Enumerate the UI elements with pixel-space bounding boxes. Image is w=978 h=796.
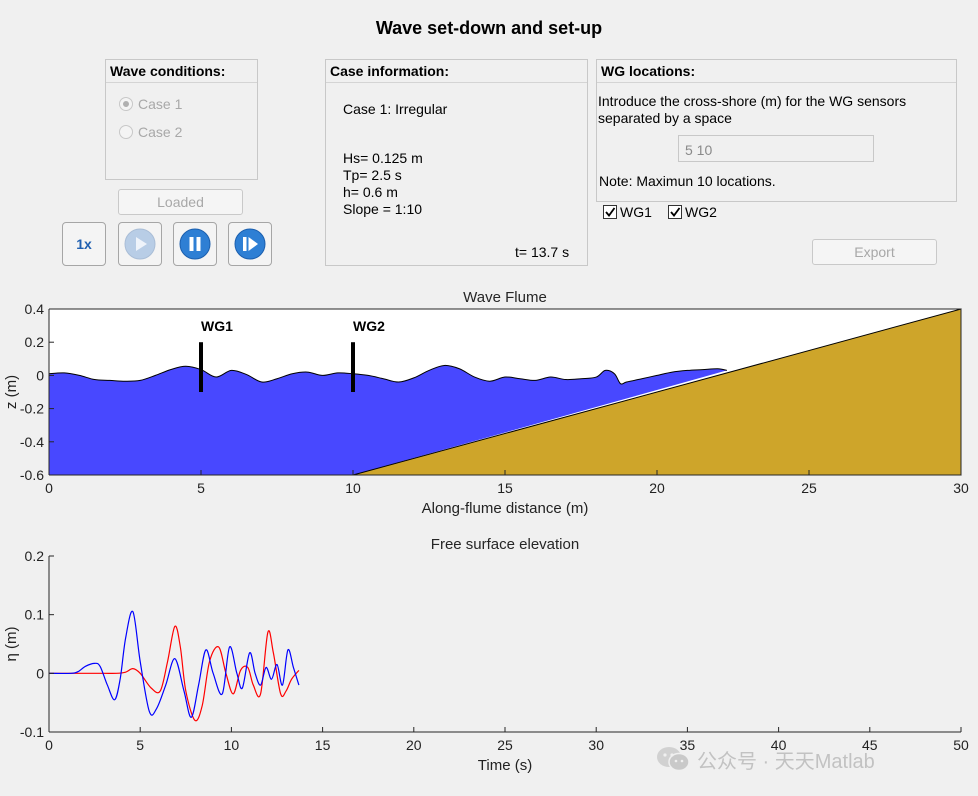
app-title: Wave set-down and set-up (375, 18, 603, 38)
check-icon (603, 205, 617, 219)
series-line-wg2 (48, 625, 300, 722)
x-tick-label: 20 (649, 480, 665, 496)
x-tick-label: 15 (315, 737, 331, 753)
y-tick-label: 0.2 (25, 548, 45, 564)
wechat-icon (657, 747, 690, 772)
speed-button[interactable]: 1x (62, 222, 106, 266)
wg-locations-input[interactable]: 5 10 (678, 135, 874, 162)
case-2-label: Case 2 (138, 124, 183, 140)
wg1-checkbox-label: WG1 (620, 204, 652, 220)
water-surface-line (48, 364, 728, 385)
radio-selected-icon (119, 97, 133, 111)
x-tick-label: 20 (406, 737, 422, 753)
hs-value: Hs= 0.125 m (343, 150, 423, 166)
play-button[interactable] (118, 222, 162, 266)
watermark: 公众号 · 天天Matlab (655, 744, 875, 774)
slope-value: Slope = 1:10 (343, 201, 423, 217)
depth-value: h= 0.6 m (343, 184, 398, 200)
y-axis-label: z (m) (3, 375, 20, 409)
x-tick-label: 50 (953, 737, 969, 753)
pause-button[interactable] (173, 222, 217, 266)
wave-conditions-title: Wave conditions: (106, 60, 257, 83)
x-tick-label: 40 (771, 737, 787, 753)
wg2-checkbox-label: WG2 (685, 204, 717, 220)
x-tick-label: 0 (45, 737, 53, 753)
y-tick-label: -0.1 (20, 724, 44, 740)
wg-instruction: Introduce the cross-shore (m) for the WG… (598, 93, 907, 126)
x-tick-label: 35 (680, 737, 696, 753)
wg1-checkbox[interactable]: WG1 (603, 204, 652, 220)
x-tick-label: 30 (953, 480, 969, 496)
x-axis-label: Along-flume distance (m) (422, 500, 589, 517)
y-tick-label: 0 (36, 665, 44, 681)
y-tick-label: -0.2 (20, 401, 44, 417)
y-tick-label: 0.2 (25, 334, 45, 350)
x-tick-label: 25 (497, 737, 513, 753)
wg-locations-title: WG locations: (597, 60, 956, 83)
wave-conditions-panel: Wave conditions: Case 1 Case 2 (105, 59, 258, 180)
case-1-label: Case 1 (138, 96, 183, 112)
load-button[interactable]: Loaded (118, 189, 243, 215)
pause-icon (179, 228, 211, 260)
x-tick-label: 5 (136, 737, 144, 753)
check-icon (668, 205, 682, 219)
x-tick-label: 45 (862, 737, 878, 753)
y-tick-label: -0.6 (20, 467, 44, 483)
x-tick-label: 25 (801, 480, 817, 496)
water-body (49, 365, 727, 475)
x-axis-label: Time (s) (478, 757, 532, 774)
play-icon (124, 228, 156, 260)
radio-unselected-icon (119, 125, 133, 139)
x-tick-label: 10 (345, 480, 361, 496)
x-tick-label: 30 (588, 737, 604, 753)
y-tick-label: 0.1 (25, 607, 45, 623)
speed-label: 1x (76, 236, 92, 252)
x-tick-label: 0 (45, 480, 53, 496)
wave-gauge-label: WG1 (201, 318, 233, 334)
chart-title: Free surface elevation (431, 536, 579, 553)
case-information-title: Case information: (326, 60, 587, 83)
y-tick-label: -0.4 (20, 434, 44, 450)
case-information-panel: Case information: Case 1: Irregular Hs= … (325, 59, 588, 266)
step-forward-icon (234, 228, 266, 260)
wg2-checkbox[interactable]: WG2 (668, 204, 717, 220)
chart-title: Wave Flume (463, 289, 547, 306)
x-tick-label: 15 (497, 480, 513, 496)
x-tick-label: 5 (197, 480, 205, 496)
case-name: Case 1: Irregular (343, 101, 448, 117)
export-button[interactable]: Export (812, 239, 937, 265)
wg-note: Note: Maximun 10 locations. (599, 173, 776, 189)
step-forward-button[interactable] (228, 222, 272, 266)
case-1-radio[interactable]: Case 1 (119, 96, 182, 112)
time-readout: t= 13.7 s (515, 244, 570, 260)
watermark-text: 公众号 · 天天Matlab (697, 750, 875, 773)
y-axis-label: η (m) (3, 627, 20, 662)
case-2-radio[interactable]: Case 2 (119, 124, 182, 140)
wg-locations-panel: WG locations: Introduce the cross-shore … (596, 59, 957, 202)
y-tick-label: 0 (36, 367, 44, 383)
y-tick-label: 0.4 (25, 301, 45, 317)
x-tick-label: 10 (224, 737, 240, 753)
tp-value: Tp= 2.5 s (343, 167, 402, 183)
wave-gauge-label: WG2 (353, 318, 385, 334)
series-line-wg1 (48, 610, 300, 718)
